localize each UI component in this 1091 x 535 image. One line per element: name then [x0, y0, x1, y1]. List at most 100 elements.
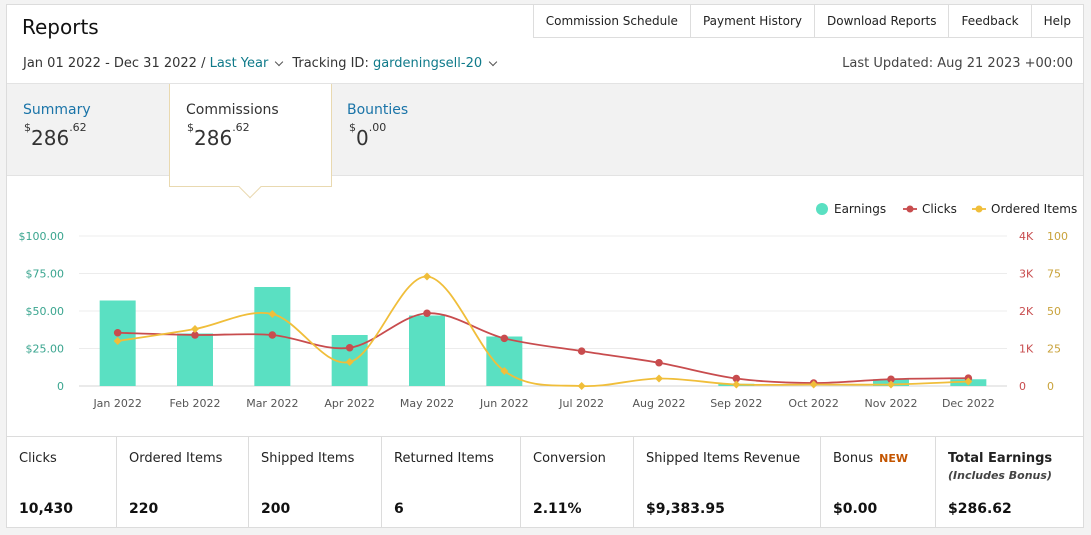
x-tick-label: Jun 2022 — [479, 397, 529, 410]
nav-help[interactable]: Help — [1043, 14, 1071, 28]
stat-label: Clicks — [19, 451, 57, 466]
ordered-items-point — [964, 377, 973, 386]
stat-label: Returned Items — [394, 451, 494, 466]
clicks-point — [655, 358, 663, 367]
y-right-clicks-tick-label: 3K — [1019, 268, 1034, 281]
clicks-point — [268, 331, 277, 339]
y-left-tick-label: $100.00 — [19, 230, 65, 243]
x-tick-label: Apr 2022 — [324, 397, 375, 410]
stat-value: 220 — [129, 501, 159, 517]
reports-panel: Reports Commission Schedule Payment Hist… — [6, 4, 1084, 528]
earnings-chart: $100.00 4K 100 $75.00 3K 75 $50.00 2K 50 $25.00 1K… — [19, 202, 1078, 410]
tab-summary[interactable]: Summary $286.62 — [7, 84, 167, 177]
y-left-tick-label: $50.00 — [26, 305, 65, 318]
ordered-items-point — [113, 337, 122, 345]
ordered-items-point — [191, 325, 199, 333]
y-right-clicks-tick-label: 0 — [1019, 380, 1026, 393]
stat-returned-items: Returned Items 6 — [382, 437, 521, 527]
x-tick-label: Jul 2022 — [558, 397, 604, 410]
ordered-items-line — [117, 275, 969, 387]
tab-bounties-label: Bounties — [347, 102, 409, 118]
ordered-items-point — [423, 272, 431, 281]
tab-commissions[interactable]: Commissions $286.62 — [169, 84, 332, 199]
ordered-items-point — [732, 380, 741, 389]
x-tick-label: Aug 2022 — [633, 397, 686, 410]
stat-ordered-items: Ordered Items 220 — [117, 437, 249, 527]
tracking-id-dropdown[interactable]: gardeningsell-20 — [372, 56, 483, 71]
ordered-items-point — [500, 367, 509, 375]
tab-commissions-value: $286.62 — [187, 121, 250, 150]
stat-label: Bonus NEW — [833, 451, 908, 466]
ordered-items-point — [887, 380, 895, 389]
stat-label: Shipped Items Revenue — [646, 451, 801, 466]
x-tick-label: Feb 2022 — [170, 397, 221, 410]
legend-label: Earnings — [834, 202, 886, 216]
earnings-bar — [409, 315, 445, 386]
top-nav: Commission Schedule Payment History Down… — [532, 5, 1083, 38]
tab-bounties[interactable]: Bounties $0.00 — [347, 84, 507, 177]
y-right-clicks-tick-label: 1K — [1019, 343, 1034, 356]
stat-bonus: Bonus NEW $0.00 — [821, 437, 936, 527]
stat-label: Ordered Items — [129, 451, 223, 466]
page-title: Reports — [22, 15, 99, 39]
stat-value: $9,383.95 — [646, 501, 725, 517]
clicks-point — [500, 334, 509, 343]
ordered-items-point — [655, 374, 663, 383]
legend-label: Ordered Items — [991, 202, 1077, 216]
tab-bounties-value: $0.00 — [349, 121, 387, 150]
tab-commissions-label: Commissions — [186, 102, 279, 118]
stat-sublabel: (Includes Bonus) — [948, 469, 1052, 482]
nav-feedback[interactable]: Feedback — [949, 5, 1032, 37]
y-right-clicks-tick-label: 4K — [1019, 230, 1034, 243]
stat-value: 6 — [394, 501, 404, 517]
nav-commission-schedule[interactable]: Commission Schedule — [534, 5, 691, 37]
y-right-clicks-tick-label: 2K — [1019, 305, 1034, 318]
legend-marker — [906, 205, 914, 213]
ordered-items-point — [345, 358, 354, 366]
stat-shipped-items: Shipped Items 200 — [249, 437, 382, 527]
date-range-text: Jan 01 2022 - Dec 31 2022 / — [23, 56, 206, 71]
earnings-bar — [177, 333, 213, 386]
stat-label: Shipped Items — [261, 451, 355, 466]
x-tick-label: Mar 2022 — [246, 397, 298, 410]
stat-clicks: Clicks 10,430 — [7, 437, 117, 527]
stat-value: $0.00 — [833, 501, 878, 517]
clicks-point — [423, 309, 431, 318]
x-tick-label: May 2022 — [400, 397, 454, 410]
x-tick-label: Nov 2022 — [865, 397, 918, 410]
nav-download-reports[interactable]: Download Reports — [815, 5, 950, 37]
stats-bar: Clicks 10,430 Ordered Items 220 Shipped … — [7, 436, 1083, 527]
stat-value: $286.62 — [948, 501, 1012, 517]
date-preset-dropdown[interactable]: Last Year — [209, 56, 269, 71]
chevron-down-icon[interactable] — [488, 57, 498, 67]
x-tick-label: Jan 2022 — [92, 397, 141, 410]
tab-summary-label: Summary — [23, 102, 91, 118]
stat-value: 10,430 — [19, 501, 74, 517]
x-tick-label: Oct 2022 — [788, 397, 839, 410]
stat-value: 2.11% — [533, 501, 582, 517]
clicks-point — [345, 343, 354, 352]
stat-conversion: Conversion 2.11% — [521, 437, 634, 527]
legend-earnings-swatch — [816, 203, 828, 215]
ordered-items-point — [268, 310, 277, 318]
summary-tabs: Summary $286.62 Commissions $286.62 Boun… — [7, 83, 1083, 199]
y-left-tick-label: $75.00 — [26, 268, 65, 281]
legend-label: Clicks — [922, 202, 957, 216]
nav-payment-history[interactable]: Payment History — [691, 5, 815, 37]
clicks-point — [732, 374, 741, 383]
stat-total-earnings: Total Earnings (Includes Bonus) $286.62 — [936, 437, 1083, 527]
clicks-point — [577, 347, 586, 355]
new-badge: NEW — [879, 452, 908, 465]
ordered-items-point — [809, 380, 818, 389]
clicks-point — [191, 331, 199, 339]
x-tick-label: Sep 2022 — [710, 397, 762, 410]
stat-label: Conversion — [533, 451, 606, 466]
last-updated: Last Updated: Aug 21 2023 +00:00 — [842, 56, 1073, 71]
y-left-tick-label: 0 — [57, 380, 64, 393]
ordered-items-point — [577, 382, 586, 390]
y-right-items-tick-label: 50 — [1047, 305, 1061, 318]
y-left-tick-label: $25.00 — [26, 343, 65, 356]
chevron-down-icon[interactable] — [275, 57, 284, 67]
filter-bar: Jan 01 2022 - Dec 31 2022 / Last Year Tr… — [23, 56, 506, 71]
stat-label: Total Earnings — [948, 451, 1053, 466]
